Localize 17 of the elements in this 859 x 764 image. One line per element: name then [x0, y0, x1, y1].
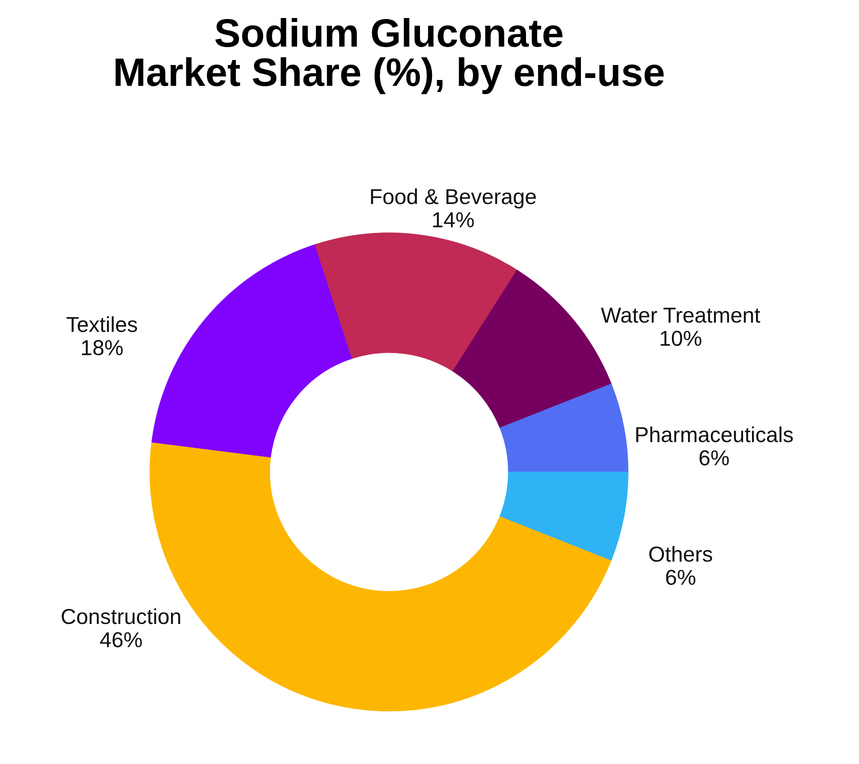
donut-slice	[500, 384, 628, 472]
slice-label: Construction	[62, 608, 180, 624]
data-label: 18%	[82, 340, 123, 356]
data-label: 14%	[433, 212, 474, 228]
slice-label: Water Treatment	[600, 308, 760, 323]
chart-title: Sodium Gluconate Market Share (%), by end-use	[116, 18, 664, 94]
slice-label: Food & Beverage	[371, 188, 536, 208]
data-label: 46%	[100, 632, 142, 648]
donut-slice	[151, 244, 352, 458]
data-label: 6%	[700, 450, 729, 466]
donut-slice	[500, 472, 628, 560]
slice-label: Others	[649, 546, 712, 562]
slice-label: Pharmaceuticals	[636, 426, 793, 442]
data-label: 6%	[666, 570, 696, 585]
slice-label: Textiles	[66, 316, 138, 332]
donut-slice	[314, 232, 518, 372]
data-label: 10%	[660, 330, 702, 346]
